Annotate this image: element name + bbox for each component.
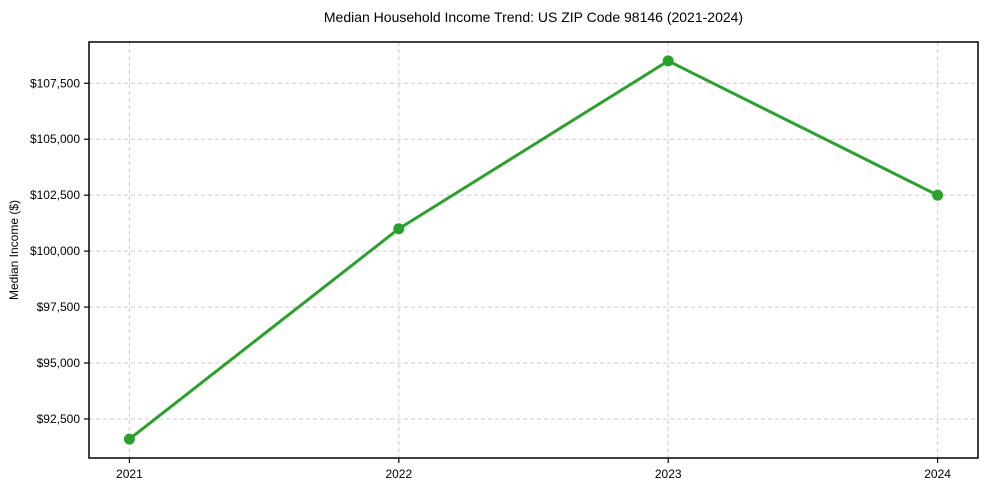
plot-border <box>88 41 979 459</box>
y-tick-label: $92,500 <box>37 412 81 426</box>
data-point-2023 <box>662 55 674 67</box>
y-tick-label: $105,000 <box>30 132 80 146</box>
x-tick-label: 2021 <box>116 467 143 481</box>
data-point-2022 <box>393 223 405 235</box>
chart-title: Median Household Income Trend: US ZIP Co… <box>323 9 744 25</box>
y-tick-label: $102,500 <box>30 188 80 202</box>
y-tick-label: $107,500 <box>30 76 80 90</box>
y-axis-label: Median Income ($) <box>7 199 21 301</box>
y-tick-label: $97,500 <box>37 300 81 314</box>
x-tick-label: 2023 <box>655 467 682 481</box>
x-tick-label: 2022 <box>385 467 412 481</box>
data-point-2024 <box>932 189 944 201</box>
x-tick-label: 2024 <box>924 467 951 481</box>
y-tick-label: $100,000 <box>30 244 80 258</box>
data-point-2021 <box>123 433 135 445</box>
trend-line <box>127 59 940 441</box>
y-tick-label: $95,000 <box>37 356 81 370</box>
